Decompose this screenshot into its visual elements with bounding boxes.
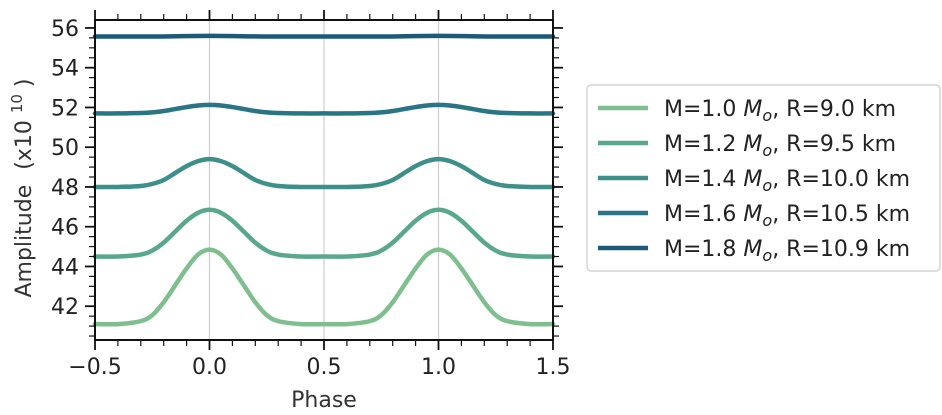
x-tick-label: 0.0 [192, 355, 227, 380]
y-tick-label: 50 [51, 136, 79, 161]
y-axis-label: Amplitude (x10 10 ) [3, 78, 37, 297]
legend-entry-5: M=1.8 Mo, R=10.9 km [664, 237, 910, 265]
y-axis-label-text: Amplitude [12, 185, 37, 298]
y-axis-label-paren: (x10 [12, 120, 37, 170]
x-tick-labels: −0.5 0.0 0.5 1.0 1.5 [68, 355, 570, 380]
axis-ticks [85, 10, 563, 350]
y-axis-label-exponent: 10 [8, 94, 26, 113]
legend-entry-4: M=1.6 Mo, R=10.5 km [664, 202, 910, 230]
x-tick-label: −0.5 [68, 355, 121, 380]
series-line-1 [92, 247, 556, 327]
series-line-2 [92, 207, 556, 259]
y-tick-label: 56 [51, 17, 79, 42]
y-tick-label: 44 [51, 255, 79, 280]
legend: M=1.0 Mo, R=9.0 km M=1.2 Mo, R=9.5 km M=1.… [586, 84, 941, 272]
series-line-5 [92, 33, 556, 39]
legend-box [586, 84, 941, 272]
y-tick-label: 52 [51, 96, 79, 121]
y-tick-label: 46 [51, 216, 79, 241]
x-tick-label: 0.5 [307, 355, 342, 380]
y-tick-label: 42 [51, 295, 79, 320]
series-line-3 [92, 156, 556, 190]
x-tick-label: 1.0 [421, 355, 456, 380]
y-tick-label: 48 [51, 176, 79, 201]
legend-entry-3: M=1.4 Mo, R=10.0 km [664, 167, 910, 195]
y-tick-labels: 42 44 46 48 50 52 54 56 [51, 17, 79, 320]
y-tick-label: 54 [51, 57, 79, 82]
grid-lines [208, 20, 440, 340]
y-axis-label-close: ) [12, 78, 37, 87]
legend-entry-1: M=1.0 Mo, R=9.0 km [664, 97, 896, 125]
x-tick-label: 1.5 [536, 355, 571, 380]
x-axis-label: Phase [291, 388, 357, 413]
series-layer [92, 33, 556, 327]
legend-entry-2: M=1.2 Mo, R=9.5 km [664, 132, 896, 160]
series-line-4 [92, 102, 556, 116]
